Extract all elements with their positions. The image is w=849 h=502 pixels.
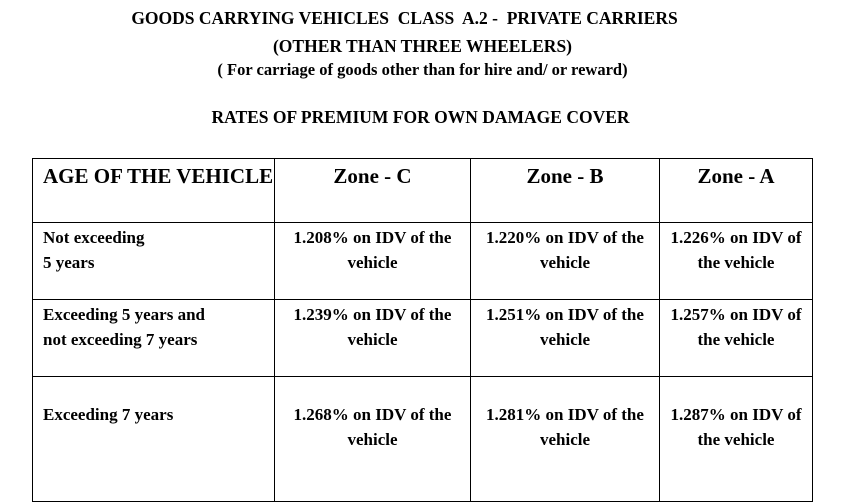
rate-cell-zone-b: 1.220% on IDV of the vehicle xyxy=(470,222,660,300)
rate-cell-zone-b: 1.281% on IDV of the vehicle xyxy=(470,376,660,502)
rate-cell-zone-b: 1.251% on IDV of the vehicle xyxy=(470,299,660,377)
age-cell: Exceeding 7 years xyxy=(32,376,275,502)
age-cell: Not exceeding 5 years xyxy=(32,222,275,300)
table-row: Exceeding 7 years 1.268% on IDV of the v… xyxy=(32,376,813,502)
document-note: ( For carriage of goods other than for h… xyxy=(217,60,628,79)
document-subtitle: (OTHER THAN THREE WHEELERS) xyxy=(272,36,573,56)
premium-rates-table: AGE OF THE VEHICLE Zone - C Zone - B Zon… xyxy=(32,158,813,502)
rate-cell-zone-a: 1.287% on IDV of the vehicle xyxy=(659,376,813,502)
section-heading: RATES OF PREMIUM FOR OWN DAMAGE COVER xyxy=(211,107,630,127)
column-header-zone-b: Zone - B xyxy=(470,158,660,223)
column-header-zone-c: Zone - C xyxy=(274,158,471,223)
table-row: Exceeding 5 years and not exceeding 7 ye… xyxy=(32,299,813,377)
document-title: GOODS CARRYING VEHICLES CLASS A.2 - PRIV… xyxy=(131,8,678,28)
column-header-age: AGE OF THE VEHICLE xyxy=(32,158,275,223)
table-row: Not exceeding 5 years 1.208% on IDV of t… xyxy=(32,222,813,300)
rate-cell-zone-c: 1.268% on IDV of the vehicle xyxy=(274,376,471,502)
rate-cell-zone-c: 1.239% on IDV of the vehicle xyxy=(274,299,471,377)
rate-cell-zone-a: 1.257% on IDV of the vehicle xyxy=(659,299,813,377)
age-cell: Exceeding 5 years and not exceeding 7 ye… xyxy=(32,299,275,377)
table-header-row: AGE OF THE VEHICLE Zone - C Zone - B Zon… xyxy=(32,158,813,223)
column-header-zone-a: Zone - A xyxy=(659,158,813,223)
rate-cell-zone-c: 1.208% on IDV of the vehicle xyxy=(274,222,471,300)
rate-cell-zone-a: 1.226% on IDV of the vehicle xyxy=(659,222,813,300)
